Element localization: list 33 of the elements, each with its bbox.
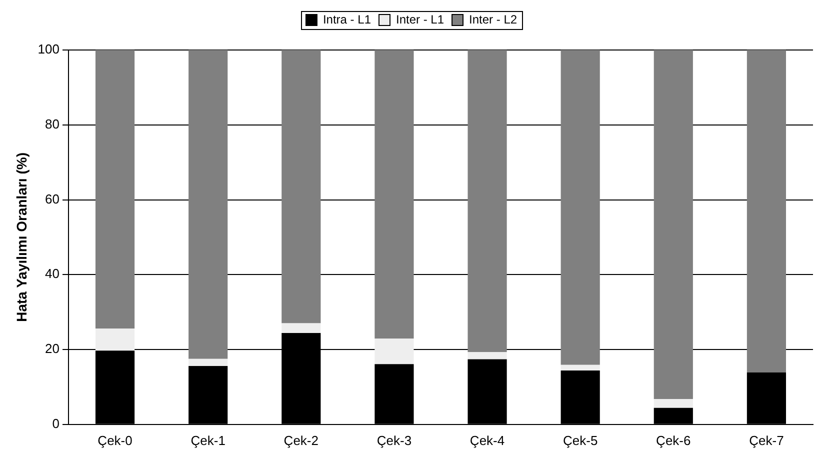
x-tick-label: Çek-3 bbox=[376, 432, 412, 448]
y-tick-label: 0 bbox=[52, 416, 60, 431]
legend-label: Intra - L1 bbox=[322, 12, 372, 26]
y-tick-label: 80 bbox=[45, 116, 60, 132]
x-tick-label: Çek-4 bbox=[470, 432, 505, 448]
y-tick-label: 60 bbox=[45, 191, 60, 206]
bar bbox=[282, 50, 321, 324]
bar bbox=[95, 328, 135, 351]
bar bbox=[374, 338, 414, 364]
y-axis-title: Hata Yayılımı Oranları (%) bbox=[13, 152, 30, 322]
y-tick-label: 40 bbox=[45, 266, 60, 282]
bar bbox=[560, 364, 600, 370]
bar bbox=[188, 50, 228, 359]
bar bbox=[188, 358, 228, 366]
bar bbox=[468, 352, 507, 360]
x-tick-label: Çek-1 bbox=[190, 432, 226, 448]
bar bbox=[560, 50, 600, 365]
x-tick-label: Çek-7 bbox=[749, 432, 784, 448]
legend-label: Inter - L1 bbox=[396, 12, 444, 26]
bar bbox=[746, 50, 786, 372]
y-tick-label: 20 bbox=[45, 341, 60, 356]
y-tick-label: 100 bbox=[38, 42, 60, 57]
bar bbox=[468, 50, 507, 352]
bar bbox=[654, 50, 693, 399]
x-tick-label: Çek-5 bbox=[562, 432, 598, 448]
x-tick-label: Çek-6 bbox=[656, 432, 691, 448]
legend-label: Inter - L2 bbox=[469, 12, 518, 26]
x-tick-label: Çek-0 bbox=[98, 432, 132, 448]
bar bbox=[374, 50, 414, 339]
bar bbox=[282, 323, 321, 334]
bar bbox=[95, 50, 135, 329]
bar bbox=[654, 398, 693, 408]
x-tick-label: Çek-2 bbox=[284, 432, 318, 448]
